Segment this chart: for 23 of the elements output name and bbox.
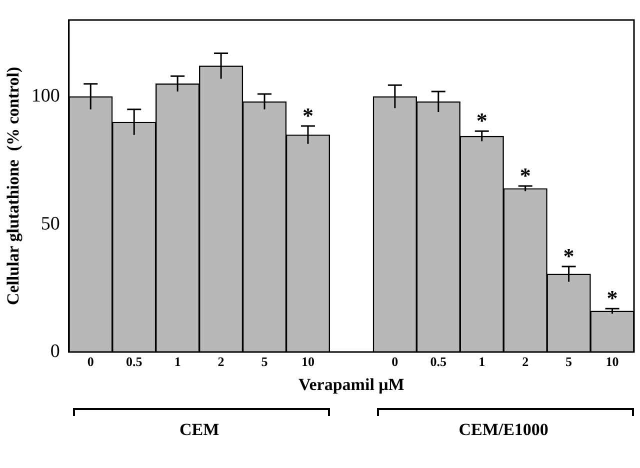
x-tick-label: 0 — [392, 354, 398, 370]
x-tick-label: 0 — [87, 354, 94, 370]
x-tick-label: 2 — [522, 354, 529, 370]
y-tick-label: 50 — [40, 213, 60, 234]
data-label: * — [302, 102, 314, 128]
text: CEM — [179, 420, 220, 440]
x-tick-label: 2 — [218, 354, 224, 370]
x-tick-label: 5 — [261, 354, 268, 370]
data-label: * — [520, 163, 531, 188]
data-label: * — [606, 286, 618, 311]
y-axis-title: Cellular glutathione (% control) — [4, 66, 23, 306]
x-tick-label: 1 — [174, 354, 181, 370]
x-tick-label: 1 — [478, 354, 486, 370]
x-tick-label: 10 — [301, 354, 314, 370]
x-tick-label: 5 — [566, 354, 573, 370]
text: CEM/E1000 — [458, 420, 548, 440]
data-label: * — [563, 243, 574, 268]
x-tick-label: 0.5 — [126, 354, 143, 370]
x-tick-label: 10 — [606, 354, 619, 370]
x-tick-label: 0.5 — [430, 354, 448, 370]
y-tick-label: 100 — [31, 86, 60, 107]
x-axis-title: Verapamil μM — [298, 375, 404, 394]
data-label: * — [476, 108, 488, 134]
